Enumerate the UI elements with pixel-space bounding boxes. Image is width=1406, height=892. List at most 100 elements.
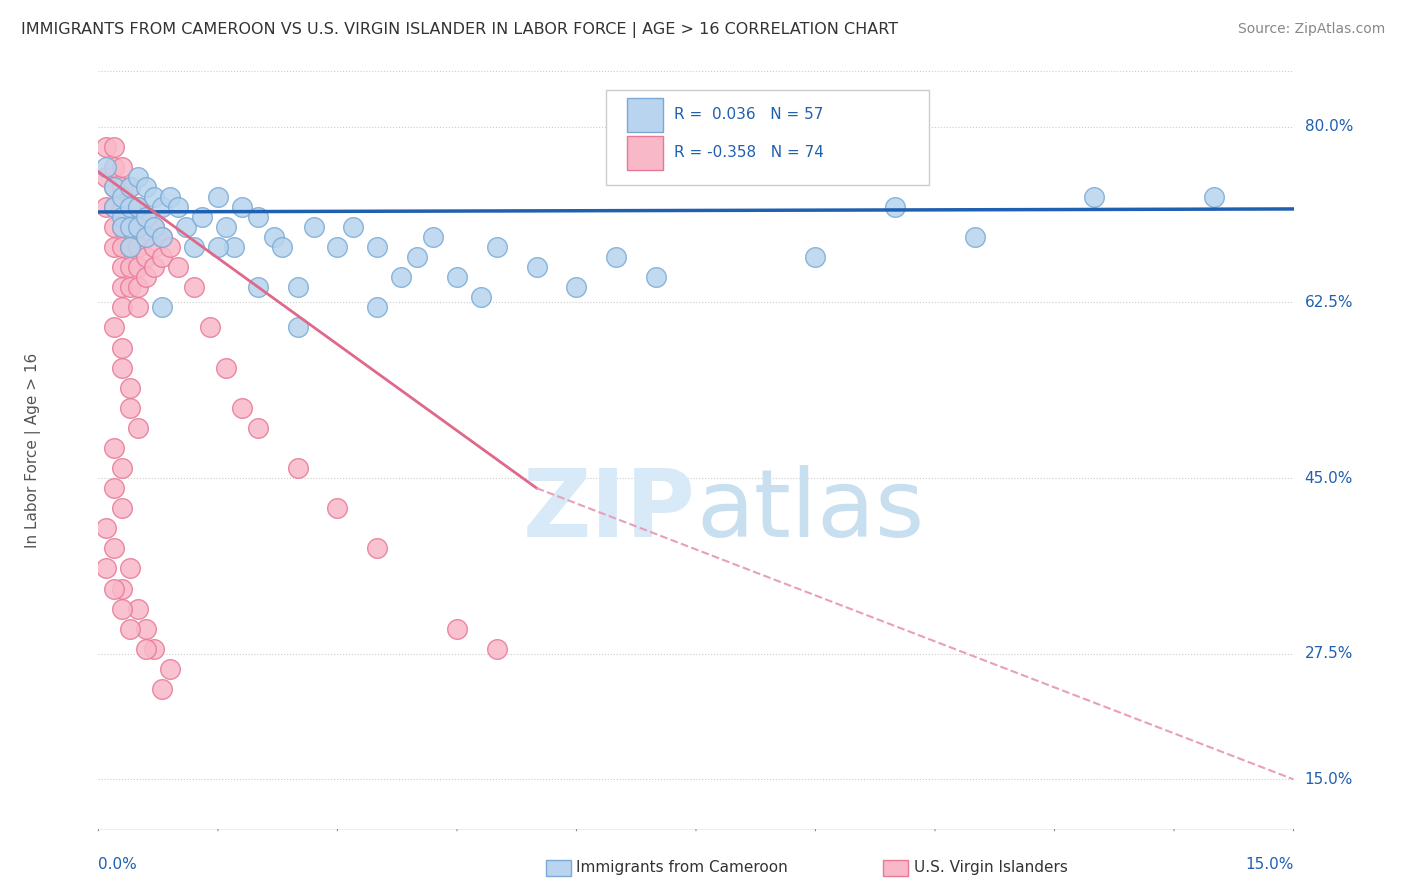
Point — [207, 190, 229, 204]
Point — [287, 461, 309, 475]
Point — [804, 250, 827, 264]
Point — [222, 240, 245, 254]
Point — [143, 220, 166, 235]
Point — [150, 301, 173, 315]
Point — [111, 341, 134, 355]
Point — [111, 210, 134, 224]
Point — [246, 210, 269, 224]
Point — [127, 280, 149, 294]
Point — [120, 240, 142, 254]
Point — [143, 240, 166, 254]
Point — [167, 200, 190, 214]
Point — [143, 260, 166, 275]
Point — [103, 220, 125, 235]
Point — [159, 240, 181, 254]
Point — [143, 190, 166, 204]
Point — [120, 200, 142, 214]
Text: R = -0.358   N = 74: R = -0.358 N = 74 — [675, 145, 824, 160]
Point — [302, 220, 325, 235]
Point — [135, 250, 157, 264]
Point — [96, 521, 118, 535]
Point — [127, 169, 149, 184]
Text: 80.0%: 80.0% — [1305, 120, 1353, 134]
Point — [120, 200, 142, 214]
Text: 15.0%: 15.0% — [1305, 772, 1353, 787]
Text: atlas: atlas — [696, 465, 924, 558]
Point — [120, 220, 142, 235]
Point — [135, 230, 157, 244]
Point — [366, 301, 388, 315]
Point — [565, 280, 588, 294]
Point — [120, 179, 142, 194]
Text: R =  0.036   N = 57: R = 0.036 N = 57 — [675, 107, 824, 122]
Point — [127, 601, 149, 615]
Point — [111, 301, 134, 315]
Point — [103, 160, 125, 174]
Point — [96, 561, 118, 575]
Point — [96, 160, 118, 174]
Point — [485, 240, 508, 254]
Point — [246, 421, 269, 435]
Point — [96, 139, 118, 153]
Point — [103, 179, 125, 194]
Point — [342, 220, 364, 235]
Point — [884, 200, 907, 214]
Point — [135, 622, 157, 636]
Point — [120, 240, 142, 254]
Point — [103, 179, 125, 194]
Point — [1202, 190, 1225, 204]
Point — [103, 240, 125, 254]
Point — [526, 260, 548, 275]
Point — [215, 220, 238, 235]
Point — [150, 230, 173, 244]
Point — [111, 601, 134, 615]
Point — [150, 681, 173, 696]
Point — [135, 270, 157, 285]
Text: 45.0%: 45.0% — [1305, 471, 1353, 485]
Text: 27.5%: 27.5% — [1305, 647, 1353, 661]
Point — [111, 220, 134, 235]
Point — [127, 220, 149, 235]
Point — [326, 240, 349, 254]
Point — [446, 270, 468, 285]
Point — [127, 220, 149, 235]
Point — [111, 461, 134, 475]
Point — [246, 280, 269, 294]
Point — [103, 481, 125, 495]
Point — [120, 622, 142, 636]
Text: Immigrants from Cameroon: Immigrants from Cameroon — [576, 860, 789, 874]
Point — [135, 641, 157, 656]
Point — [111, 200, 134, 214]
Point — [326, 501, 349, 516]
Point — [150, 200, 173, 214]
Point — [389, 270, 412, 285]
Point — [120, 561, 142, 575]
Point — [103, 441, 125, 455]
Point — [143, 641, 166, 656]
Point — [183, 280, 205, 294]
Point — [143, 220, 166, 235]
Text: Source: ZipAtlas.com: Source: ZipAtlas.com — [1237, 22, 1385, 37]
Point — [485, 641, 508, 656]
Point — [120, 381, 142, 395]
Point — [207, 240, 229, 254]
Point — [287, 280, 309, 294]
Text: IMMIGRANTS FROM CAMEROON VS U.S. VIRGIN ISLANDER IN LABOR FORCE | AGE > 16 CORRE: IMMIGRANTS FROM CAMEROON VS U.S. VIRGIN … — [21, 22, 898, 38]
Text: 15.0%: 15.0% — [1246, 857, 1294, 872]
Point — [150, 250, 173, 264]
Point — [470, 290, 492, 304]
Point — [167, 260, 190, 275]
Point — [366, 541, 388, 556]
Point — [191, 210, 214, 224]
FancyBboxPatch shape — [606, 90, 929, 186]
Point — [263, 230, 285, 244]
Bar — [627, 98, 662, 132]
Point — [120, 401, 142, 415]
Point — [198, 320, 221, 334]
Point — [422, 230, 444, 244]
Point — [215, 360, 238, 375]
Point — [645, 270, 668, 285]
Point — [103, 582, 125, 596]
Point — [231, 401, 253, 415]
Text: U.S. Virgin Islanders: U.S. Virgin Islanders — [914, 860, 1067, 874]
